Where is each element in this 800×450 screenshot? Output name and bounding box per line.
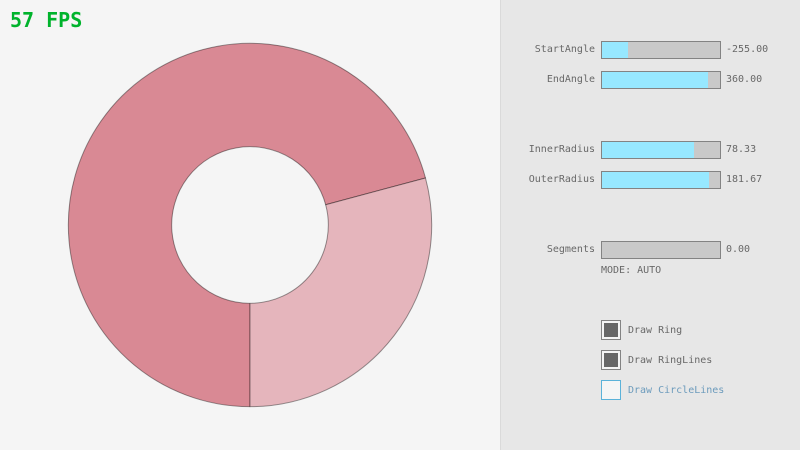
checkbox-row-draw-ringlines: Draw RingLines: [601, 350, 712, 370]
slider-innerradius[interactable]: [601, 141, 721, 159]
slider-value-outerradius: 181.67: [726, 174, 763, 185]
checkbox-label-draw-circlelines: Draw CircleLines: [628, 384, 725, 396]
checkbox-draw-ring[interactable]: [601, 320, 621, 340]
ring-donut-graphic: [67, 42, 433, 408]
slider-value-segments: 0.00: [726, 244, 751, 255]
slider-outerradius[interactable]: [601, 171, 721, 189]
slider-fill: [602, 172, 710, 188]
slider-value-startangle: -255.00: [726, 44, 769, 55]
slider-label-endangle: EndAngle: [546, 74, 595, 85]
slider-row-outerradius: OuterRadius 181.67: [501, 170, 800, 190]
checkbox-label-draw-ring: Draw Ring: [628, 324, 683, 336]
checkbox-draw-circlelines[interactable]: [601, 380, 621, 400]
slider-row-endangle: EndAngle 360.00: [501, 70, 800, 90]
slider-startangle[interactable]: [601, 41, 721, 59]
checkbox-row-draw-ring: Draw Ring: [601, 320, 682, 340]
slider-label-outerradius: OuterRadius: [528, 174, 595, 185]
slider-fill: [602, 72, 709, 88]
fps-counter: 57 FPS: [10, 8, 83, 32]
slider-value-endangle: 360.00: [726, 74, 763, 85]
slider-segments[interactable]: [601, 241, 721, 259]
checkbox-label-draw-ringlines: Draw RingLines: [628, 354, 713, 366]
controls-panel: StartAngle -255.00 EndAngle 360.00 InnerRadi…: [500, 0, 800, 450]
slider-row-innerradius: InnerRadius 78.33: [501, 140, 800, 160]
slider-endangle[interactable]: [601, 71, 721, 89]
checkbox-draw-ringlines[interactable]: [601, 350, 621, 370]
slider-fill: [602, 142, 695, 158]
slider-label-segments: Segments: [546, 244, 595, 255]
slider-value-innerradius: 78.33: [726, 144, 757, 155]
ring-light-section: [249, 177, 433, 408]
slider-row-segments: Segments 0.00: [501, 240, 800, 260]
slider-row-startangle: StartAngle -255.00: [501, 40, 800, 60]
checkbox-row-draw-circlelines: Draw CircleLines: [601, 380, 724, 400]
ring-dark-section: [67, 42, 427, 408]
mode-label: MODE: AUTO: [601, 265, 662, 276]
slider-label-startangle: StartAngle: [534, 44, 595, 55]
slider-fill: [602, 42, 628, 58]
slider-label-innerradius: InnerRadius: [528, 144, 595, 155]
